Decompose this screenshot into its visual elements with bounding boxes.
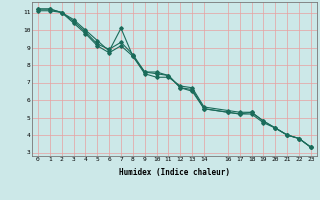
- X-axis label: Humidex (Indice chaleur): Humidex (Indice chaleur): [119, 168, 230, 177]
